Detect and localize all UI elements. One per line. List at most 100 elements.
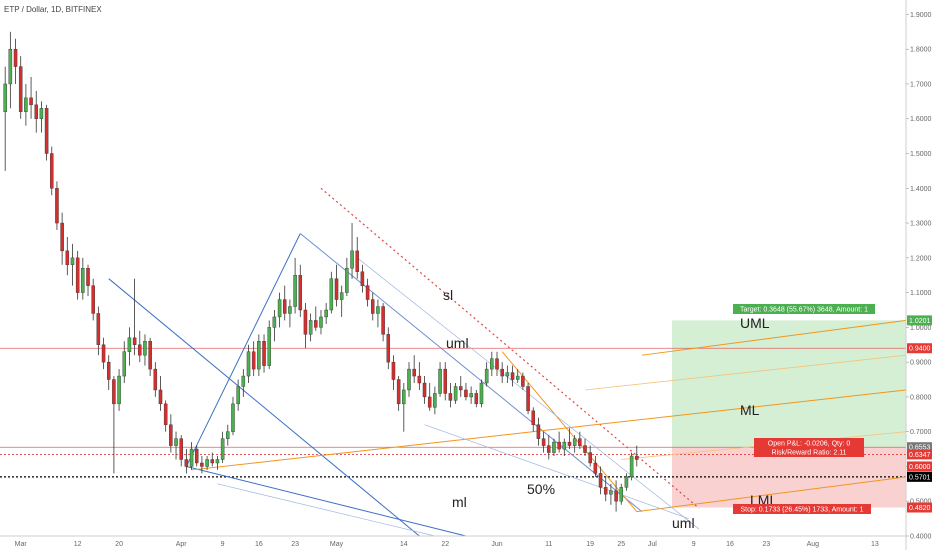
candle-body <box>438 368 442 394</box>
target-label: Target: 0.3648 (55.67%) 3648, Amount: 1 <box>740 307 868 314</box>
candle-body <box>412 368 416 377</box>
candle-body <box>588 452 592 464</box>
rr-label: Risk/Reward Ratio: 2.11 <box>772 450 847 457</box>
x-tick-label: 12 <box>74 541 82 548</box>
trend-line <box>641 319 907 356</box>
candle-body <box>60 222 64 252</box>
annotation-label: uml <box>446 335 469 351</box>
candle-body <box>603 487 608 495</box>
trend-line <box>186 465 467 537</box>
candle-body <box>138 344 142 356</box>
candle-body <box>8 49 13 85</box>
candle-body <box>541 438 546 446</box>
candle-body <box>609 490 613 495</box>
y-tick-label: 0.4000 <box>910 534 932 541</box>
candle-body <box>272 316 277 328</box>
candle-body <box>226 431 230 439</box>
candle-body <box>34 104 38 119</box>
candle-body <box>251 351 256 370</box>
candle-body <box>598 473 603 488</box>
candle-body <box>179 438 183 460</box>
candle-body <box>474 393 479 405</box>
x-tick-label: Apr <box>176 541 188 548</box>
candle-body <box>629 455 634 478</box>
candle-body <box>417 375 422 384</box>
y-tick-label: 1.9000 <box>910 12 932 19</box>
y-tick-label: 1.5000 <box>910 151 932 158</box>
price-tag: 0.6000 <box>909 464 931 471</box>
candle-body <box>194 448 199 464</box>
candle-body <box>231 403 235 432</box>
channel-line <box>217 483 435 537</box>
candle-body <box>479 382 484 405</box>
x-tick-label: Jul <box>648 541 657 548</box>
candle-body <box>396 379 401 405</box>
rr-label-bg <box>754 447 864 457</box>
candle-body <box>106 361 111 380</box>
candle-body <box>277 299 282 318</box>
candle-body <box>148 341 152 370</box>
candle-body <box>583 445 587 453</box>
candle-body <box>262 341 266 366</box>
candle-body <box>303 309 308 335</box>
candle-body <box>376 306 380 314</box>
candle-body <box>386 334 391 363</box>
candle-body <box>345 268 349 293</box>
price-tag: 1.0201 <box>909 318 931 325</box>
candle-body <box>402 389 406 405</box>
channel-line <box>584 354 907 391</box>
candle-body <box>635 455 639 460</box>
candle-body <box>267 327 271 366</box>
candle-body <box>55 188 59 224</box>
annotation-label: ML <box>740 402 760 418</box>
candle-body <box>536 424 541 439</box>
candle-body <box>324 309 328 318</box>
y-tick-label: 1.0000 <box>910 325 932 332</box>
candle-body <box>459 386 463 391</box>
candle-body <box>427 396 432 408</box>
candle-body <box>184 459 189 467</box>
candle-body <box>75 257 80 293</box>
stop-label-bg <box>733 504 871 514</box>
candle-body <box>448 393 453 401</box>
position-labels: Target: 0.3648 (55.67%) 3648, Amount: 1 S… <box>733 304 875 514</box>
annotation-label: UML <box>740 315 770 331</box>
candle-body <box>547 445 551 453</box>
stop-label: Stop: 0.1733 (26.45%) 1733, Amount: 1 <box>741 507 864 514</box>
target-label-bg <box>733 304 875 314</box>
annotation-label: ml <box>452 494 467 510</box>
price-tag: 0.4820 <box>909 505 931 512</box>
candle-body <box>86 268 90 286</box>
candle-body <box>624 476 629 488</box>
candle-body <box>122 351 127 377</box>
candle-body <box>495 358 499 370</box>
candle-body <box>246 351 251 377</box>
candle-body <box>619 487 624 502</box>
candle-body <box>531 410 535 425</box>
candle-body <box>220 438 225 460</box>
profit-zone <box>672 320 906 448</box>
x-tick-label: 16 <box>726 541 734 548</box>
trend-line <box>191 389 907 471</box>
price-tag-bg <box>907 315 932 326</box>
candle-body <box>464 389 468 398</box>
y-tick-label: 0.7000 <box>910 429 932 436</box>
candle-body <box>293 275 297 307</box>
candle-body <box>158 389 163 405</box>
candle-body <box>298 275 303 311</box>
candle-body <box>334 278 339 300</box>
candle-body <box>132 337 137 345</box>
candle-body <box>117 375 121 405</box>
x-tick-label: 13 <box>871 541 879 548</box>
candle-body <box>24 97 28 112</box>
candle-body <box>339 292 344 300</box>
candle-body <box>163 403 168 425</box>
x-tick-label: 20 <box>115 541 123 548</box>
candle-body <box>210 459 215 464</box>
candle-body <box>101 344 106 363</box>
candle-body <box>282 299 287 314</box>
candle-body <box>29 97 33 106</box>
x-tick-label: Mar <box>15 541 28 548</box>
price-tag: 0.6347 <box>909 452 931 459</box>
